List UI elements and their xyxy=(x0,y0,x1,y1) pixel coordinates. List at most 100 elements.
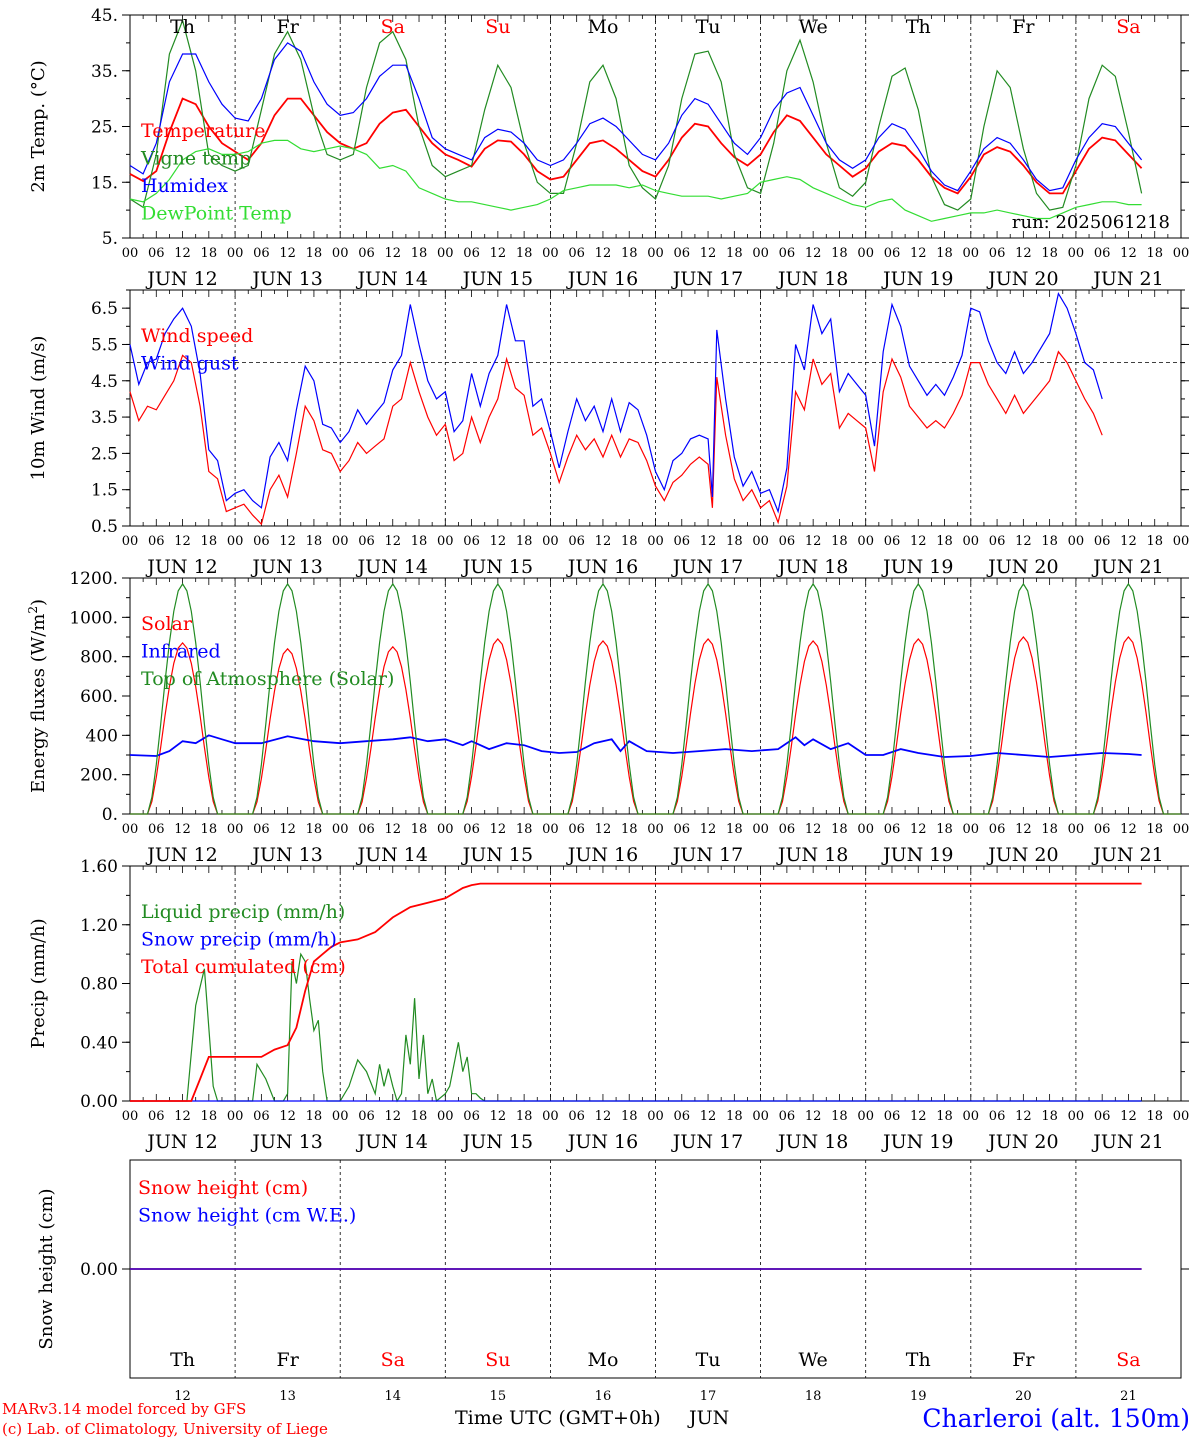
hour-label: 18 xyxy=(621,822,638,837)
y-tick-label: 0. xyxy=(102,805,118,825)
hour-label: 18 xyxy=(516,534,533,549)
hour-label: 06 xyxy=(568,534,585,549)
date-label: JUN 21 xyxy=(1091,268,1163,290)
series-line-dewpoint xyxy=(129,139,1142,222)
hour-label: 06 xyxy=(779,822,796,837)
hour-label: 18 xyxy=(411,1109,428,1124)
legend-entry: Vigne temp xyxy=(140,148,251,170)
hour-label: 18 xyxy=(726,822,743,837)
hour-label: 00 xyxy=(542,822,559,837)
date-label: JUN 16 xyxy=(566,844,638,866)
month-label: JUN xyxy=(687,1407,729,1429)
date-label: JUN 14 xyxy=(356,556,428,578)
hour-label: 18 xyxy=(411,534,428,549)
hour-label: 00 xyxy=(332,534,349,549)
hour-label: 06 xyxy=(1094,822,1111,837)
hour-label: 18 xyxy=(936,246,953,261)
date-label: JUN 19 xyxy=(881,268,953,290)
hour-label: 00 xyxy=(227,822,244,837)
hour-label: 06 xyxy=(779,246,796,261)
hour-label: 00 xyxy=(437,246,454,261)
hour-label: 06 xyxy=(1094,246,1111,261)
y-tick-label: 15. xyxy=(91,173,118,193)
day-number: 14 xyxy=(384,1389,401,1404)
date-label: JUN 17 xyxy=(671,844,743,866)
hour-label: 06 xyxy=(989,1109,1006,1124)
hour-label: 12 xyxy=(1015,246,1032,261)
hour-label: 00 xyxy=(227,1109,244,1124)
hour-label: 06 xyxy=(779,1109,796,1124)
hour-label: 18 xyxy=(831,246,848,261)
hour-label: 00 xyxy=(332,246,349,261)
hour-label: 12 xyxy=(910,246,927,261)
hour-label: 12 xyxy=(910,1109,927,1124)
hour-label: 06 xyxy=(1094,1109,1111,1124)
hour-label: 06 xyxy=(253,1109,270,1124)
hour-label: 12 xyxy=(700,1109,717,1124)
hour-label: 00 xyxy=(122,822,139,837)
hour-label: 12 xyxy=(279,534,296,549)
hour-label: 06 xyxy=(674,822,691,837)
weekday-label: Mo xyxy=(587,1349,618,1371)
hour-label: 00 xyxy=(1173,822,1190,837)
hour-label: 06 xyxy=(989,534,1006,549)
hour-label: 06 xyxy=(884,1109,901,1124)
weekday-label: Th xyxy=(170,1349,195,1371)
date-label: JUN 19 xyxy=(881,556,953,578)
hour-label: 12 xyxy=(1120,822,1137,837)
day-number: 18 xyxy=(805,1389,822,1404)
date-label: JUN 18 xyxy=(776,556,848,578)
date-label: JUN 19 xyxy=(881,844,953,866)
hour-label: 00 xyxy=(122,534,139,549)
y-tick-label: 1.5 xyxy=(91,481,118,501)
hour-label: 12 xyxy=(279,246,296,261)
hour-label: 06 xyxy=(989,822,1006,837)
hour-label: 18 xyxy=(306,534,323,549)
date-label: JUN 14 xyxy=(356,844,428,866)
hour-label: 18 xyxy=(831,534,848,549)
series-line-cumul xyxy=(130,882,1142,1102)
hour-label: 00 xyxy=(647,1109,664,1124)
date-label: JUN 17 xyxy=(671,268,743,290)
hour-label: 12 xyxy=(805,822,822,837)
hour-label: 06 xyxy=(568,1109,585,1124)
hour-label: 18 xyxy=(516,246,533,261)
legend-entry: DewPoint Temp xyxy=(141,203,292,225)
hour-label: 06 xyxy=(358,1109,375,1124)
hour-label: 18 xyxy=(621,1109,638,1124)
date-label: JUN 17 xyxy=(671,1131,743,1153)
series-line-liquid xyxy=(130,952,1142,1103)
hour-label: 06 xyxy=(1094,534,1111,549)
hour-label: 00 xyxy=(963,534,980,549)
weekday-label: Th xyxy=(906,16,931,38)
hour-label: 00 xyxy=(647,822,664,837)
hour-label: 18 xyxy=(201,822,218,837)
hour-label: 12 xyxy=(1120,1109,1137,1124)
hour-label: 18 xyxy=(1041,246,1058,261)
hour-label: 00 xyxy=(752,246,769,261)
hour-label: 18 xyxy=(936,1109,953,1124)
weekday-label: Sa xyxy=(1116,1349,1140,1371)
hour-label: 18 xyxy=(201,534,218,549)
hour-label: 18 xyxy=(306,822,323,837)
y-tick-label: 600. xyxy=(80,687,118,707)
weekday-label: Mo xyxy=(587,16,618,38)
hour-label: 00 xyxy=(227,246,244,261)
date-label: JUN 13 xyxy=(250,556,322,578)
hour-label: 06 xyxy=(674,534,691,549)
hour-label: 06 xyxy=(358,822,375,837)
hour-label: 12 xyxy=(805,1109,822,1124)
series-line-infrared xyxy=(129,734,1142,758)
y-tick-label: 25. xyxy=(91,118,118,138)
date-label: JUN 16 xyxy=(566,268,638,290)
hour-label: 12 xyxy=(700,246,717,261)
date-label: JUN 12 xyxy=(145,556,217,578)
series-line-gust xyxy=(129,291,1103,514)
y-axis-label: Snow height (cm) xyxy=(36,1188,57,1349)
hour-label: 18 xyxy=(201,1109,218,1124)
y-tick-label: 0.00 xyxy=(80,1260,118,1280)
hour-label: 06 xyxy=(463,534,480,549)
hour-label: 00 xyxy=(857,1109,874,1124)
hour-label: 06 xyxy=(884,822,901,837)
hour-label: 18 xyxy=(621,534,638,549)
